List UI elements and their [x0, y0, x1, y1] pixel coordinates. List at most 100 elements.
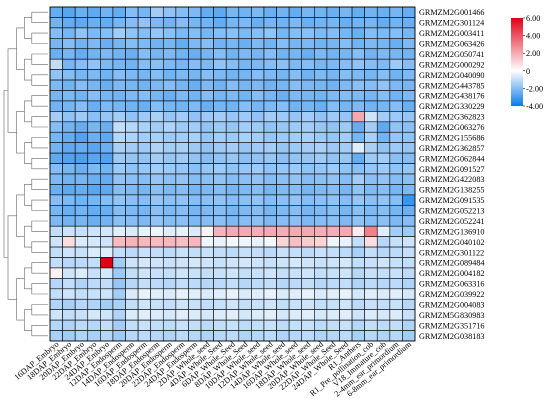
heatmap-cell [301, 142, 315, 154]
heatmap-cell [376, 215, 391, 227]
heatmap-cell [251, 90, 265, 102]
heatmap-cell [276, 194, 290, 206]
heatmap-cell [74, 142, 89, 154]
heatmap-cell [351, 6, 365, 18]
heatmap-cell [402, 184, 416, 196]
heatmap-cell [364, 246, 378, 258]
legend-tick-label: -4.00 [526, 102, 543, 111]
heatmap-cell [402, 111, 416, 123]
heatmap-cell [87, 236, 101, 248]
heatmap-cell [74, 173, 89, 185]
heatmap-border [49, 6, 416, 342]
dendrogram-branch [31, 53, 48, 65]
heatmap-cell [301, 298, 315, 310]
heatmap-cell [137, 163, 151, 175]
heatmap-cell [225, 236, 240, 248]
heatmap-cell [314, 38, 328, 50]
heatmap-cell [251, 69, 265, 81]
heatmap-cell [251, 288, 265, 300]
heatmap-cell [125, 267, 139, 279]
heatmap-cell [339, 184, 353, 196]
heatmap-cell [288, 246, 303, 258]
heatmap-cell [213, 184, 227, 196]
heatmap-cell [288, 173, 303, 185]
heatmap-cell [376, 278, 391, 290]
dendrogram-branch [24, 142, 32, 164]
heatmap-cell [238, 173, 252, 185]
heatmap-cell [339, 194, 353, 206]
heatmap-cell [376, 100, 391, 112]
heatmap-cell [125, 90, 139, 102]
heatmap-cell [251, 194, 265, 206]
heatmap-cell [175, 278, 189, 290]
heatmap-cell [100, 163, 114, 175]
heatmap-cell [389, 38, 403, 50]
heatmap-cell [314, 100, 328, 112]
heatmap-cell [87, 246, 101, 258]
heatmap-cell [251, 225, 265, 237]
heatmap-cell [87, 163, 101, 175]
heatmap-cell [162, 173, 177, 185]
heatmap-cell [276, 278, 290, 290]
heatmap-cell [213, 205, 227, 217]
heatmap-cell [62, 309, 76, 321]
heatmap-cell [339, 142, 353, 154]
heatmap-cell [162, 288, 177, 300]
heatmap-cell [125, 298, 139, 310]
heatmap-cell [402, 79, 416, 91]
heatmap-cell [100, 257, 114, 269]
heatmap-cell [326, 298, 340, 310]
heatmap-cell [402, 6, 416, 18]
heatmap-cell [251, 27, 265, 39]
heatmap-cell [402, 194, 416, 206]
heatmap-cell [301, 205, 315, 217]
heatmap-cell [326, 205, 340, 217]
heatmap-cell [175, 330, 189, 342]
row-label: GRMZM2G063316 [419, 280, 485, 289]
heatmap-cell [62, 38, 76, 50]
heatmap-cell [87, 142, 101, 154]
heatmap-cell [225, 48, 240, 60]
heatmap-cell [351, 17, 365, 29]
heatmap-cell [301, 309, 315, 321]
heatmap-cell [389, 215, 403, 227]
heatmap-cell [200, 58, 214, 70]
heatmap-cell [112, 236, 126, 248]
heatmap-cell [49, 163, 63, 175]
heatmap-cell [225, 319, 240, 331]
heatmap-cell [225, 215, 240, 227]
row-label: GRMZM2G438176 [419, 92, 485, 101]
heatmap-cell [339, 121, 353, 133]
heatmap-cell [137, 121, 151, 133]
heatmap-cell [314, 69, 328, 81]
heatmap-cell [276, 17, 290, 29]
heatmap-cell [112, 69, 126, 81]
heatmap-cell [364, 111, 378, 123]
row-label: GRMZM2G443785 [419, 81, 485, 90]
heatmap-cell [188, 100, 202, 112]
heatmap-cell [100, 236, 114, 248]
heatmap-cell [62, 288, 76, 300]
heatmap-cell [213, 6, 227, 18]
heatmap-cell [112, 205, 126, 217]
heatmap-cell [49, 131, 63, 143]
heatmap-cell [326, 236, 340, 248]
heatmap-cell [74, 131, 89, 143]
heatmap-cell [175, 48, 189, 60]
heatmap-cell [188, 215, 202, 227]
heatmap-cell [188, 246, 202, 258]
heatmap-cell [288, 142, 303, 154]
heatmap-cell [137, 278, 151, 290]
heatmap-cell [112, 257, 126, 269]
legend-tick-label: 2.00 [526, 49, 540, 58]
heatmap-cell [251, 246, 265, 258]
row-label: GRMZM2G063426 [419, 40, 485, 49]
heatmap-cell [188, 173, 202, 185]
heatmap-cell [288, 69, 303, 81]
heatmap-cell [301, 38, 315, 50]
heatmap-cell [314, 215, 328, 227]
heatmap-cell [200, 330, 214, 342]
heatmap-cell [389, 319, 403, 331]
heatmap-cell [238, 215, 252, 227]
heatmap-cell [263, 257, 277, 269]
